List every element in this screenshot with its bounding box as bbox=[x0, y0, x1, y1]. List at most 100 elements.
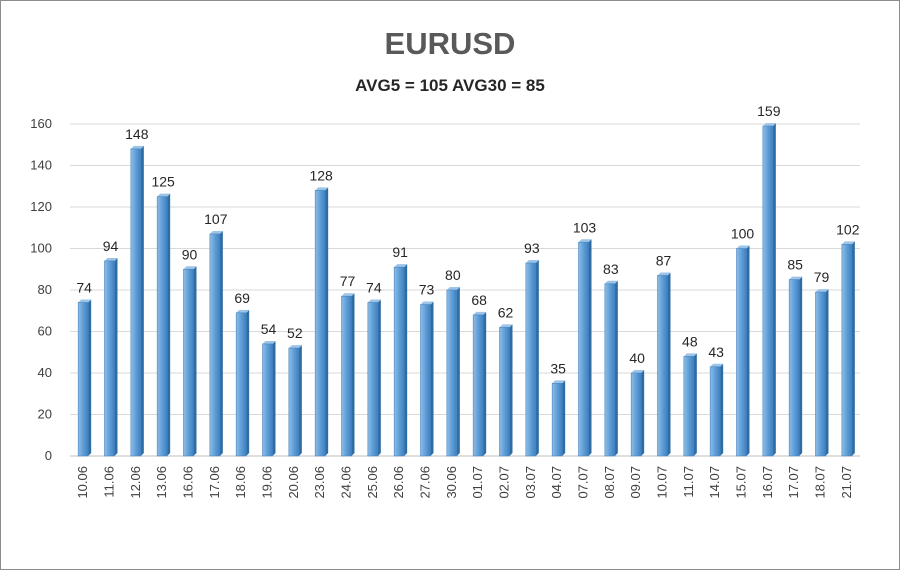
data-label: 74 bbox=[366, 279, 382, 295]
bar-side bbox=[693, 353, 697, 456]
bar bbox=[420, 301, 434, 457]
bar bbox=[235, 309, 250, 457]
bar-side bbox=[562, 380, 566, 456]
y-tick-label: 80 bbox=[38, 282, 52, 297]
bar bbox=[551, 380, 566, 457]
bar-side bbox=[509, 324, 513, 456]
bar bbox=[262, 340, 276, 457]
bar-side bbox=[246, 309, 250, 456]
bar bbox=[630, 370, 645, 457]
x-tick-label: 25.06 bbox=[365, 466, 380, 499]
x-tick-label: 26.06 bbox=[391, 466, 406, 499]
bar-side bbox=[641, 370, 645, 456]
y-tick-label: 20 bbox=[38, 407, 52, 422]
data-label: 79 bbox=[814, 269, 830, 285]
data-label: 85 bbox=[787, 257, 803, 273]
data-label: 148 bbox=[125, 126, 149, 142]
bar-top bbox=[262, 340, 276, 344]
bar-top bbox=[552, 380, 566, 384]
bar-front bbox=[472, 314, 484, 457]
bar-top bbox=[341, 293, 355, 297]
bar-top bbox=[473, 311, 487, 315]
bar-front bbox=[525, 262, 537, 457]
bar-front bbox=[446, 289, 458, 457]
bar-side bbox=[588, 239, 592, 456]
bar-front bbox=[156, 196, 168, 457]
bar-top bbox=[130, 145, 144, 149]
bar-top bbox=[236, 309, 250, 313]
data-label: 100 bbox=[731, 226, 755, 242]
x-axis-ticks: 10.06 11.06 12.06 13.06 16.06 17.06 18.06 19.06… bbox=[75, 466, 854, 499]
x-tick-label: 15.07 bbox=[734, 466, 749, 499]
bar bbox=[314, 187, 329, 457]
bar-top bbox=[499, 324, 513, 328]
bar-side bbox=[219, 230, 223, 456]
bar-side bbox=[799, 276, 803, 456]
bar-top bbox=[841, 241, 855, 245]
bar-front bbox=[183, 268, 194, 457]
bar-top bbox=[446, 287, 460, 290]
y-tick-label: 140 bbox=[30, 158, 52, 173]
bar-front bbox=[762, 125, 774, 457]
bar-side bbox=[404, 264, 408, 456]
bar bbox=[525, 260, 539, 457]
y-axis-ticks: 0 20 40 60 80 100 120 140 160 bbox=[30, 116, 52, 463]
bar-top bbox=[183, 266, 197, 270]
y-tick-label: 120 bbox=[30, 199, 52, 214]
data-label: 43 bbox=[708, 344, 724, 360]
bar bbox=[736, 245, 750, 457]
bar-side bbox=[140, 145, 144, 456]
bar-side bbox=[88, 299, 92, 456]
bar-side bbox=[483, 311, 487, 456]
bar bbox=[104, 257, 118, 457]
bar-top bbox=[394, 264, 408, 268]
bar-top bbox=[683, 353, 697, 357]
bar-top bbox=[736, 245, 750, 249]
bar-side bbox=[193, 266, 197, 456]
bar-front bbox=[683, 356, 695, 457]
bar-front bbox=[104, 260, 115, 457]
data-label: 35 bbox=[550, 360, 566, 376]
data-label: 73 bbox=[419, 282, 435, 298]
bar bbox=[77, 299, 92, 457]
bar bbox=[156, 193, 171, 457]
x-tick-label: 10.07 bbox=[655, 466, 670, 499]
bar bbox=[130, 145, 144, 457]
x-tick-label: 30.06 bbox=[444, 466, 459, 499]
y-tick-label: 0 bbox=[45, 448, 52, 463]
bar-top bbox=[525, 260, 539, 264]
data-labels: 74 94 148 125 90 107 69 54 52 128 77 74 91 73 80 68 62 93… bbox=[76, 103, 859, 376]
y-tick-label: 100 bbox=[30, 241, 52, 256]
chart-subtitle: AVG5 = 105 AVG30 = 85 bbox=[355, 76, 545, 95]
bar-side bbox=[535, 260, 539, 456]
x-tick-label: 17.06 bbox=[207, 466, 222, 499]
bar-front bbox=[788, 279, 800, 457]
bar-side bbox=[772, 123, 776, 456]
data-label: 68 bbox=[471, 292, 487, 308]
bar-top bbox=[157, 193, 171, 197]
bar bbox=[499, 324, 513, 457]
x-tick-label: 11.06 bbox=[102, 466, 117, 498]
bar-top bbox=[315, 187, 329, 191]
x-tick-label: 27.06 bbox=[418, 466, 433, 499]
bar-front bbox=[551, 383, 563, 457]
bar bbox=[367, 299, 381, 457]
bar-side bbox=[456, 287, 460, 456]
bar-top bbox=[762, 123, 776, 127]
bar bbox=[762, 123, 776, 457]
data-label: 83 bbox=[603, 261, 619, 277]
data-label: 128 bbox=[309, 167, 333, 183]
bar-side bbox=[430, 301, 434, 456]
data-label: 80 bbox=[445, 267, 461, 283]
bar-front bbox=[77, 302, 89, 457]
bar-front bbox=[209, 233, 221, 457]
y-tick-label: 160 bbox=[30, 116, 52, 131]
bar-side bbox=[667, 272, 671, 456]
bar-side bbox=[114, 257, 118, 456]
bar-front bbox=[235, 312, 247, 457]
bar-front bbox=[341, 295, 352, 457]
x-tick-label: 03.07 bbox=[523, 466, 538, 499]
bar-side bbox=[377, 299, 381, 456]
